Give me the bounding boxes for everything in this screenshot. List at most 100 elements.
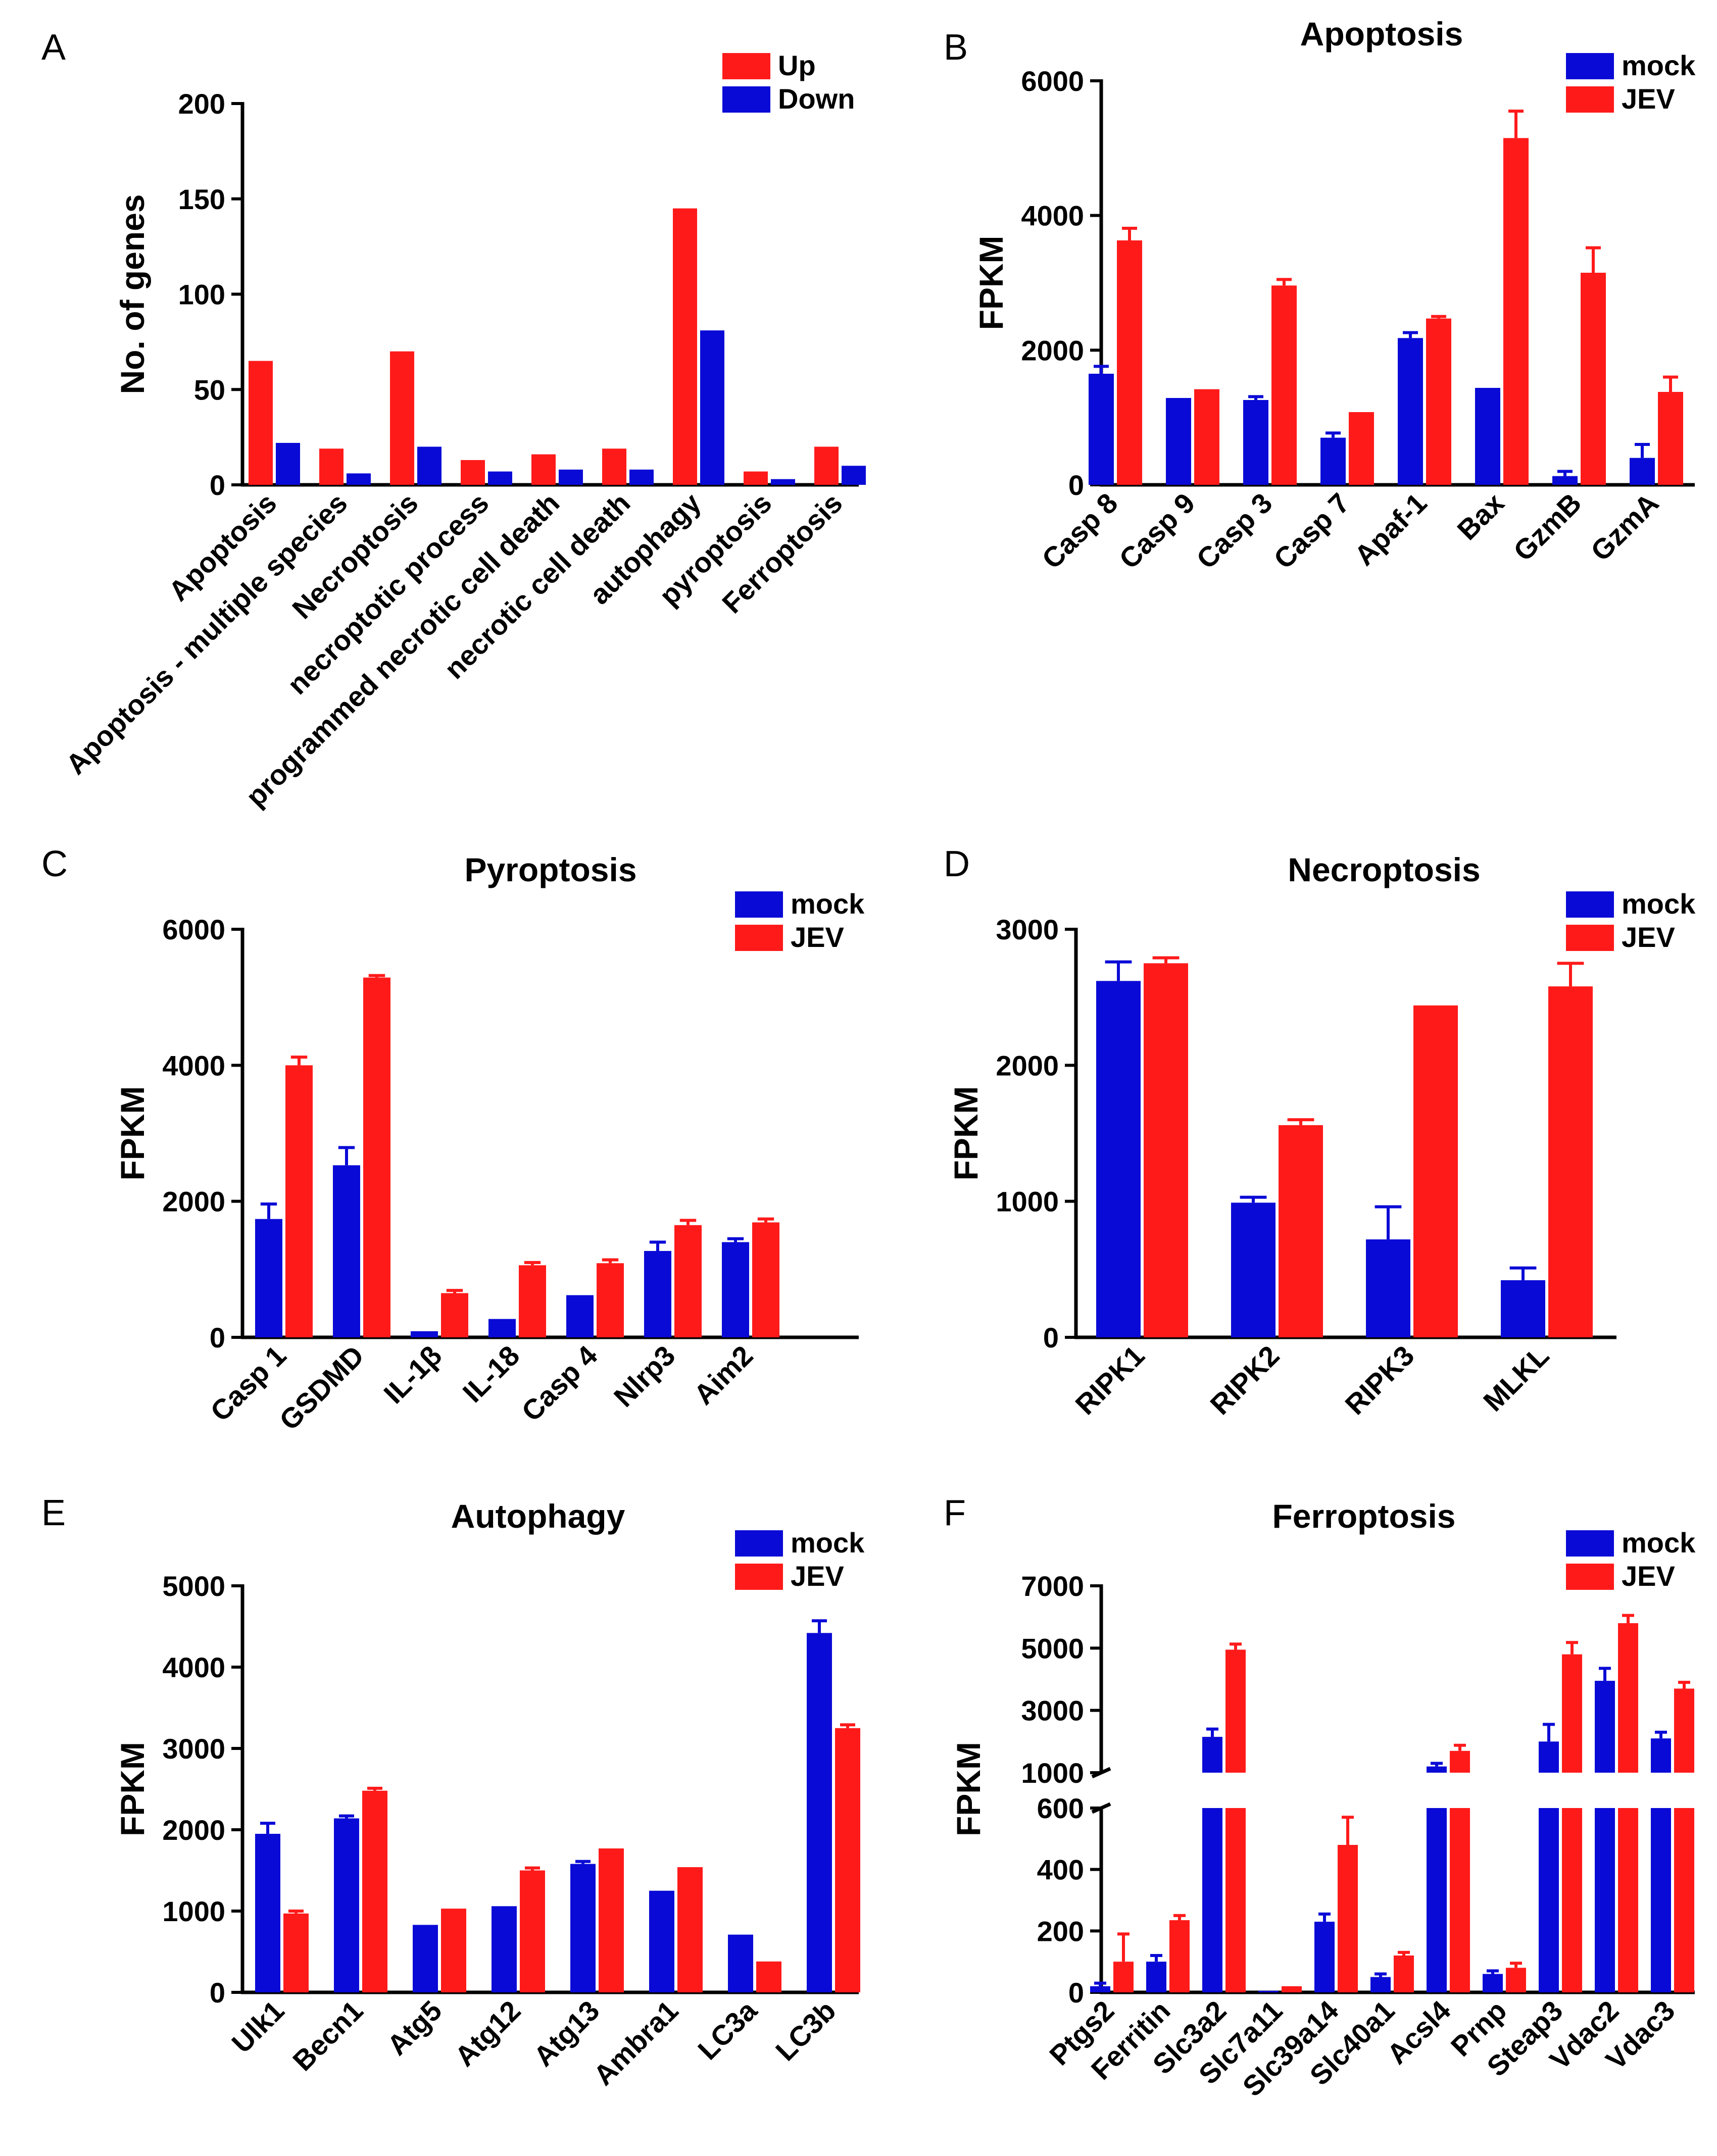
bar-mock xyxy=(1595,1681,1615,1773)
bar-down xyxy=(771,479,795,485)
bar-jev xyxy=(1674,1808,1694,1992)
y-tick-label: 0 xyxy=(210,1977,225,2009)
chart-title: Apoptosis xyxy=(1300,15,1463,53)
bar-mock xyxy=(566,1295,594,1337)
x-tick-label: MLKL xyxy=(1477,1339,1555,1418)
x-tick-label: IL-1β xyxy=(377,1339,448,1410)
x-tick-label: LC3a xyxy=(692,1994,763,2066)
bar-jev xyxy=(1503,138,1529,485)
bar-jev xyxy=(1658,392,1683,485)
bar-jev xyxy=(285,1065,313,1337)
bar-down xyxy=(276,442,300,485)
bar-mock xyxy=(1501,1280,1545,1337)
bar-jev xyxy=(519,1265,546,1337)
bar-jev xyxy=(677,1867,703,1992)
legend-swatch-jev xyxy=(1566,86,1614,113)
bar-mock xyxy=(1243,400,1268,485)
y-tick-label: 5000 xyxy=(162,1570,225,1602)
legend-label-jev: JEV xyxy=(1622,83,1675,115)
bar-mock xyxy=(1146,1962,1166,1992)
y-tick-label: 3000 xyxy=(996,914,1059,945)
bar-jev xyxy=(1394,1956,1414,1992)
bar-mock xyxy=(722,1242,749,1337)
bar-mock xyxy=(334,1818,359,1992)
x-tick-label: RIPK3 xyxy=(1339,1339,1420,1421)
legend-swatch-mock xyxy=(735,891,783,918)
bar-mock xyxy=(1320,437,1346,485)
chart-title: Necroptosis xyxy=(1288,851,1480,888)
bar-up xyxy=(531,454,556,485)
y-tick-label: 6000 xyxy=(1021,65,1084,97)
bar-down xyxy=(347,473,371,485)
bar-jev xyxy=(363,977,390,1337)
y-tick-label: 1000 xyxy=(1021,1757,1084,1789)
chart-title: Autophagy xyxy=(451,1497,625,1535)
legend-swatch-jev xyxy=(735,925,783,951)
bar-mock xyxy=(644,1250,671,1337)
bar-jev xyxy=(1117,240,1142,485)
x-tick-label: Casp 7 xyxy=(1267,487,1355,575)
legend-swatch-mock xyxy=(1566,1530,1614,1557)
x-tick-label: IL-18 xyxy=(457,1339,526,1409)
y-tick-label: 2000 xyxy=(996,1049,1059,1081)
bar-jev xyxy=(1413,1005,1458,1337)
y-axis-label: FPKM xyxy=(947,1086,985,1181)
bar-jev xyxy=(1144,963,1188,1337)
x-tick-label: LC3b xyxy=(769,1994,842,2067)
bar-down xyxy=(700,330,724,485)
y-tick-label: 0 xyxy=(210,469,225,501)
chart-title: Pyroptosis xyxy=(464,851,636,888)
y-tick-label: 600 xyxy=(1037,1792,1084,1824)
y-tick-label: 3000 xyxy=(1021,1695,1084,1727)
bar-mock xyxy=(255,1834,280,1992)
y-tick-label: 2000 xyxy=(162,1814,225,1846)
bar-mock xyxy=(1483,1974,1503,1992)
bar-mock xyxy=(1427,1766,1447,1773)
legend-label-mock: mock xyxy=(1622,49,1696,81)
y-axis-label: FPKM xyxy=(114,1742,151,1836)
bar-mock xyxy=(411,1331,438,1337)
x-tick-label: Becn1 xyxy=(286,1994,369,2077)
y-tick-label: 0 xyxy=(1068,1977,1084,2009)
panel-letter: D xyxy=(944,844,970,884)
y-tick-label: 4000 xyxy=(162,1049,225,1081)
bar-mock xyxy=(1096,981,1141,1337)
bar-jev xyxy=(1562,1808,1582,1992)
bar-jev xyxy=(1169,1920,1190,1992)
bar-jev xyxy=(441,1909,466,1992)
legend-swatch-mock xyxy=(735,1530,783,1557)
y-tick-label: 1000 xyxy=(162,1895,225,1927)
y-tick-label: 6000 xyxy=(162,914,225,945)
bar-jev xyxy=(520,1870,545,1992)
y-tick-label: 1000 xyxy=(996,1186,1059,1218)
bar-jev xyxy=(752,1222,779,1337)
legend-swatch-mock xyxy=(1566,53,1614,79)
bar-mock xyxy=(1370,1977,1391,1992)
y-tick-label: 200 xyxy=(178,88,225,120)
bar-up xyxy=(814,446,839,485)
bar-mock xyxy=(649,1890,674,1992)
bar-up xyxy=(461,460,485,485)
y-tick-label: 400 xyxy=(1037,1854,1084,1886)
y-axis-label: No. of genes xyxy=(114,194,151,394)
bar-mock xyxy=(1630,458,1655,485)
x-tick-label: Apaf-1 xyxy=(1348,487,1433,572)
bar-jev xyxy=(1562,1654,1582,1773)
legend-label-mock: mock xyxy=(791,1527,865,1559)
panel-letter: A xyxy=(41,27,66,68)
bar-mock xyxy=(570,1864,596,1992)
bar-mock xyxy=(413,1925,438,1992)
bar-jev xyxy=(835,1728,860,1992)
x-tick-label: GzmB xyxy=(1507,487,1588,567)
panel-letter: B xyxy=(944,27,968,68)
y-axis-label: FPKM xyxy=(972,236,1010,330)
bar-mock xyxy=(1552,476,1578,485)
x-tick-label: GzmA xyxy=(1585,487,1665,567)
bar-mock xyxy=(728,1934,753,1992)
bar-up xyxy=(744,471,768,485)
bar-down xyxy=(559,469,583,485)
bar-jev xyxy=(1450,1750,1470,1773)
y-tick-label: 50 xyxy=(194,374,225,406)
